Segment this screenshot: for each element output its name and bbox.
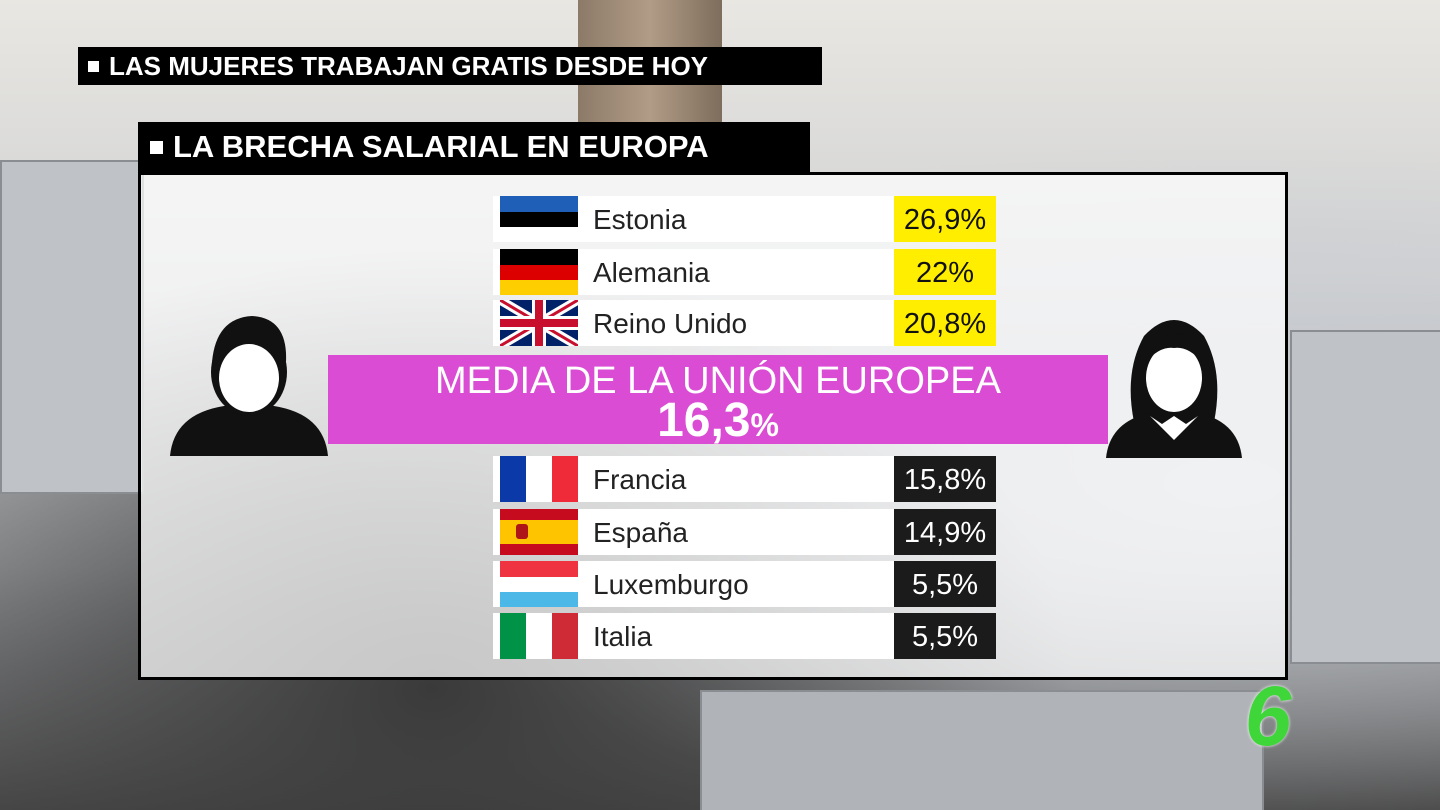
country-name: Luxemburgo — [593, 569, 749, 600]
man-icon — [170, 316, 328, 456]
flag — [500, 249, 578, 295]
country-row: Estonia 26,9% — [493, 196, 996, 242]
background-desk — [1290, 330, 1440, 664]
headline: LAS MUJERES TRABAJAN GRATIS DESDE HOY — [109, 50, 709, 81]
country-name: Italia — [593, 621, 653, 652]
flag — [500, 196, 578, 242]
country-name: Reino Unido — [593, 308, 748, 339]
background-desk — [700, 690, 1264, 810]
country-row: Alemania 22% — [493, 249, 996, 295]
country-row: España 14,9% — [493, 509, 996, 555]
country-row: Francia 15,8% — [493, 456, 996, 502]
gap-value: 5,5% — [894, 561, 996, 607]
gap-value: 5,5% — [894, 613, 996, 659]
background-desk — [0, 160, 144, 494]
average-value: 16,3 — [657, 394, 751, 447]
channel-logo: 6 — [1244, 669, 1292, 763]
country-name: Estonia — [593, 204, 687, 235]
country-name: España — [593, 517, 688, 548]
section-bar: LA BRECHA SALARIAL EN EUROPA — [138, 122, 810, 172]
flag — [500, 300, 578, 346]
flag — [500, 561, 578, 607]
gap-value: 15,8% — [894, 456, 996, 502]
gap-value: 14,9% — [894, 509, 996, 555]
flag — [500, 509, 578, 555]
woman-icon — [1106, 320, 1242, 458]
gap-value: 26,9% — [894, 196, 996, 242]
gap-value: 22% — [894, 249, 996, 295]
average-unit: % — [750, 407, 779, 443]
country-row: Reino Unido 20,8% — [493, 300, 996, 346]
country-row: Luxemburgo 5,5% — [493, 561, 996, 607]
flag — [500, 613, 578, 659]
headline-bar: LAS MUJERES TRABAJAN GRATIS DESDE HOY — [78, 47, 822, 85]
country-name: Francia — [593, 464, 687, 495]
average-value-line: 16,3% — [328, 397, 1108, 449]
flag — [500, 456, 578, 502]
country-row: Italia 5,5% — [493, 613, 996, 659]
section-title: LA BRECHA SALARIAL EN EUROPA — [173, 129, 709, 164]
average-label: MEDIA DE LA UNIÓN EUROPEA — [435, 360, 1001, 402]
gap-value: 20,8% — [894, 300, 996, 346]
eu-average-band: MEDIA DE LA UNIÓN EUROPEA 16,3% — [328, 355, 1108, 445]
country-name: Alemania — [593, 257, 710, 288]
